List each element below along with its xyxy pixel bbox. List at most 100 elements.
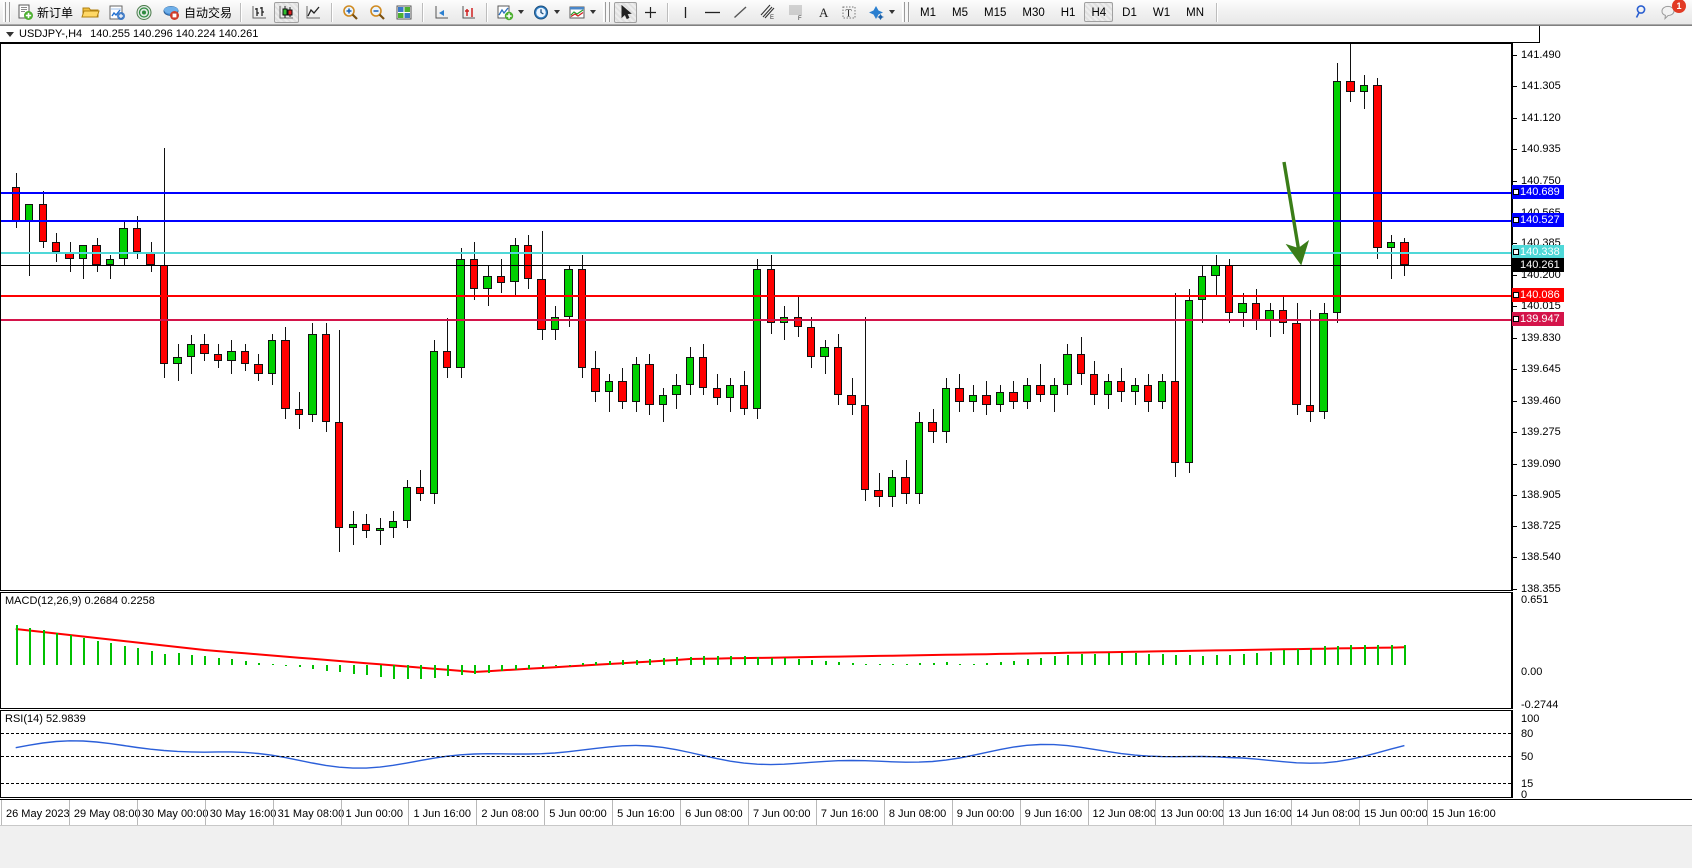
zoom-in-button[interactable] xyxy=(338,2,363,23)
shapes-button[interactable] xyxy=(864,2,898,23)
chart-titlebar[interactable]: USDJPY-,H4 140.255 140.296 140.224 140.2… xyxy=(0,26,1540,43)
candle-body xyxy=(173,357,182,365)
macd-bar xyxy=(717,656,719,665)
timeframe-m5-button[interactable]: M5 xyxy=(952,7,968,19)
cursor-button[interactable] xyxy=(614,1,638,23)
macd-bar xyxy=(744,656,746,665)
tile-windows-icon xyxy=(396,5,412,19)
timeframe-d1-button[interactable]: D1 xyxy=(1122,7,1137,19)
zoom-out-button[interactable] xyxy=(365,2,390,23)
profiles-button[interactable] xyxy=(78,2,103,23)
macd-pane[interactable]: MACD(12,26,9) 0.2684 0.2258 xyxy=(0,592,1512,709)
timeframe-mn-button[interactable]: MN xyxy=(1186,7,1204,19)
search-button[interactable] xyxy=(1629,2,1654,23)
horizontal-line-blue-2-tag[interactable]: 140.527 xyxy=(1512,212,1564,227)
auto-scroll-icon xyxy=(462,5,476,18)
macd-axis: 0.651 0.00 -0.2744 xyxy=(1512,592,1692,711)
horizontal-line-cyan-tag[interactable]: 140.338 xyxy=(1512,245,1564,260)
candle-body xyxy=(591,367,600,392)
status-bar xyxy=(0,825,1692,868)
chat-button[interactable]: 1 xyxy=(1656,0,1686,23)
text-button[interactable]: A xyxy=(812,2,835,23)
line-handle-icon[interactable] xyxy=(1513,315,1519,322)
price-tick xyxy=(1513,463,1517,465)
indicators-dropdown-arrow[interactable] xyxy=(518,10,525,14)
rsi-pane[interactable]: RSI(14) 52.9839 xyxy=(0,710,1512,798)
time-tick-label: 7 Jun 00:00 xyxy=(753,808,811,820)
toolbar-right-group: 1 xyxy=(1628,0,1692,23)
horizontal-line-cyan[interactable] xyxy=(1,252,1511,255)
navigator-button[interactable] xyxy=(132,2,157,23)
timeframe-h4-button[interactable]: H4 xyxy=(1084,2,1114,22)
chart-menu-arrow-icon[interactable] xyxy=(6,31,14,37)
toolbar-grip-3[interactable] xyxy=(902,2,911,22)
shapes-dropdown-arrow[interactable] xyxy=(889,10,896,14)
macd-bar xyxy=(865,663,867,665)
timeframe-m15-button[interactable]: M15 xyxy=(984,7,1007,19)
horizontal-line-red-1[interactable] xyxy=(1,295,1511,298)
tile-windows-button[interactable] xyxy=(392,2,417,23)
auto-trading-label: 自动交易 xyxy=(184,5,233,20)
templates-dropdown-arrow[interactable] xyxy=(590,10,597,14)
price-tick xyxy=(1513,337,1517,339)
equidistant-channel-button[interactable]: E xyxy=(755,2,781,23)
timeframe-m30-button[interactable]: M30 xyxy=(1022,7,1045,19)
macd-bar xyxy=(838,662,840,665)
line-chart-button[interactable] xyxy=(301,2,326,23)
vertical-line-button[interactable] xyxy=(674,2,697,23)
period-dropdown-arrow[interactable] xyxy=(554,10,561,14)
line-handle-icon[interactable] xyxy=(1513,292,1519,299)
macd-bar xyxy=(933,662,935,665)
timeframe-h1-button[interactable]: H1 xyxy=(1060,7,1076,19)
macd-bar xyxy=(542,665,544,668)
new-order-label: 新订单 xyxy=(37,5,74,20)
indicators-button[interactable] xyxy=(493,2,527,23)
chart-shift-button[interactable] xyxy=(429,2,454,23)
period-button[interactable] xyxy=(529,2,563,23)
candle-body xyxy=(820,347,829,358)
line-handle-icon[interactable] xyxy=(1513,249,1519,256)
trendline-button[interactable] xyxy=(728,2,753,23)
horizontal-line-blue-2[interactable] xyxy=(1,219,1511,222)
toolbar-grip-1[interactable] xyxy=(3,2,11,22)
auto-trading-button[interactable]: 自动交易 xyxy=(159,2,235,23)
price-axis[interactable]: 141.490 141.305 141.120 140.935 140.750 140.5… xyxy=(1512,43,1692,595)
macd-bar xyxy=(380,665,382,677)
time-separator xyxy=(408,800,410,826)
current-price-line[interactable] xyxy=(1,265,1511,267)
price-pane[interactable] xyxy=(0,43,1512,591)
macd-bar xyxy=(1067,655,1069,665)
horizontal-line-button[interactable] xyxy=(699,2,726,23)
auto-scroll-button[interactable] xyxy=(456,2,481,23)
market-watch-button[interactable] xyxy=(105,2,130,23)
templates-button[interactable] xyxy=(565,2,599,23)
text-label-button[interactable]: T xyxy=(837,2,862,23)
toolbar-grip-2[interactable] xyxy=(603,2,612,22)
horizontal-line-blue-1-tag[interactable]: 140.689 xyxy=(1512,185,1564,200)
fibonacci-button[interactable]: F xyxy=(783,2,810,23)
macd-bar xyxy=(1350,644,1352,665)
candlestick-chart-button[interactable] xyxy=(274,1,300,23)
horizontal-line-blue-1[interactable] xyxy=(1,192,1511,195)
timeframe-w1-button[interactable]: W1 xyxy=(1152,7,1171,19)
chat-badge: 1 xyxy=(1672,0,1686,13)
horizontal-line-red-2[interactable] xyxy=(1,318,1511,321)
timeframe-m1-button[interactable]: M1 xyxy=(920,7,937,19)
current-price-line-tag[interactable]: 140.261 xyxy=(1512,258,1564,273)
candle-body xyxy=(523,245,533,280)
time-axis[interactable]: 26 May 2023 29 May 08:00 30 May 00:00 30 Ma… xyxy=(0,799,1692,826)
horizontal-line-red-2-tag[interactable]: 139.947 xyxy=(1512,311,1564,326)
horizontal-line-red-1-tag[interactable]: 140.086 xyxy=(1512,288,1564,303)
macd-bar xyxy=(1081,654,1083,665)
macd-bar xyxy=(1094,653,1096,665)
new-order-button[interactable]: 新订单 xyxy=(14,2,76,23)
macd-bar xyxy=(461,665,463,676)
crosshair-button[interactable] xyxy=(639,2,662,23)
line-handle-icon[interactable] xyxy=(1513,216,1519,223)
line-handle-icon[interactable] xyxy=(1513,189,1519,196)
toolbar-separator-2 xyxy=(331,2,334,22)
time-separator xyxy=(1087,800,1089,826)
time-separator xyxy=(680,800,682,826)
candle-body xyxy=(793,316,802,327)
bar-chart-button[interactable] xyxy=(247,2,272,23)
